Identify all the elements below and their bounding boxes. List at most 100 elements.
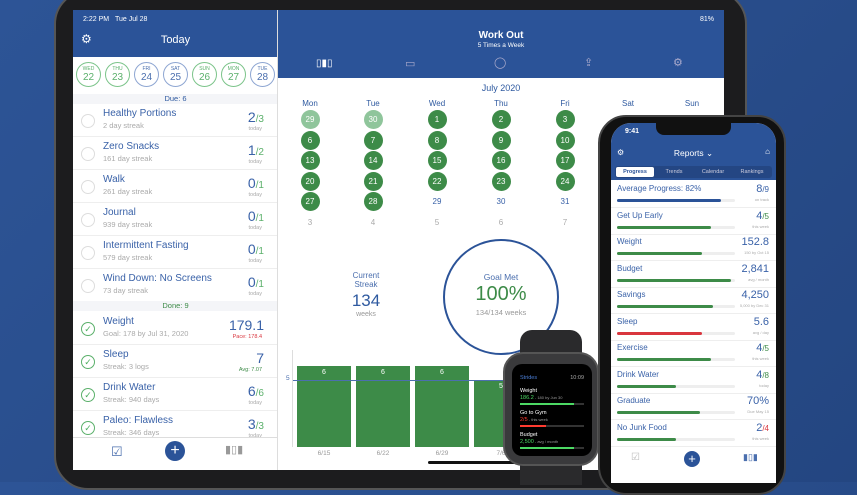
book-icon[interactable]: ▭ bbox=[405, 58, 416, 70]
calendar-day[interactable]: 31 bbox=[560, 197, 570, 206]
tab-progress[interactable]: Progress bbox=[616, 167, 654, 177]
chart-icon[interactable]: ▮▯▮ bbox=[225, 444, 244, 456]
habit-row[interactable]: Intermittent Fasting 579 day streak 0/1 tod… bbox=[73, 236, 277, 269]
calendar-day[interactable]: 7 bbox=[562, 217, 568, 227]
calendar-day[interactable]: 3 bbox=[307, 217, 313, 227]
value-count: 6 bbox=[247, 383, 256, 399]
date-chip[interactable]: SUN 26 bbox=[192, 62, 217, 87]
calendar-day[interactable]: 30 bbox=[496, 197, 506, 206]
calendar-day[interactable]: 20 bbox=[300, 171, 320, 191]
date-chip[interactable]: SAT 25 bbox=[163, 62, 188, 87]
habit-row[interactable]: Wind Down: No Screens 73 day streak 0/1 tod… bbox=[73, 269, 277, 302]
calendar-day[interactable]: 28 bbox=[363, 192, 383, 211]
checkbox-icon[interactable] bbox=[81, 114, 95, 128]
checked-icon[interactable]: ✓ bbox=[81, 355, 95, 369]
calendar-day[interactable]: 21 bbox=[363, 171, 383, 191]
value-unit: today bbox=[248, 291, 262, 297]
calendar-day[interactable]: 2 bbox=[491, 110, 511, 129]
report-row[interactable]: Savings 4,250 5,000 by Dec 31 bbox=[611, 287, 776, 314]
report-row[interactable]: Average Progress: 82% 8/9 on track bbox=[611, 181, 776, 208]
bar[interactable]: 6 bbox=[356, 366, 410, 447]
calendar-day[interactable]: 30 bbox=[363, 110, 383, 129]
date-chip[interactable]: MON 27 bbox=[221, 62, 246, 87]
checked-icon[interactable]: ✓ bbox=[81, 421, 95, 435]
tag-icon[interactable]: ⌂ bbox=[765, 147, 770, 156]
bar[interactable]: 6 bbox=[297, 366, 351, 447]
bar[interactable]: 6 bbox=[415, 366, 469, 447]
calendar-day[interactable]: 27 bbox=[300, 192, 320, 211]
tab-rankings[interactable]: Rankings bbox=[740, 169, 764, 175]
value: 2/5 bbox=[520, 417, 528, 423]
watch-item-title: Budget bbox=[520, 432, 538, 438]
calendar-day[interactable]: 29 bbox=[432, 197, 442, 206]
habit-row[interactable]: ✓ Drink Water Streak: 940 days 6/6 today bbox=[73, 378, 277, 411]
calendar-day[interactable]: 6 bbox=[498, 217, 504, 227]
tab-calendar[interactable]: Calendar bbox=[701, 169, 725, 175]
share-icon[interactable]: ⇪ bbox=[584, 57, 594, 69]
date-chip[interactable]: FRI 24 bbox=[134, 62, 159, 87]
comment-icon[interactable]: ◯ bbox=[494, 57, 507, 69]
checkbox-icon[interactable] bbox=[81, 279, 95, 293]
habit-row[interactable]: Walk 261 day streak 0/1 today bbox=[73, 170, 277, 203]
report-row[interactable]: Drink Water 4/8 today bbox=[611, 367, 776, 394]
checkbox-icon[interactable] bbox=[81, 213, 95, 227]
calendar-day[interactable]: 6 bbox=[300, 130, 320, 150]
calendar-day[interactable]: 22 bbox=[427, 171, 447, 191]
report-name: Sleep bbox=[617, 316, 638, 326]
gear-icon[interactable]: ⚙ bbox=[617, 148, 625, 157]
report-row[interactable]: Budget 2,841 avg / month bbox=[611, 261, 776, 288]
calendar-day[interactable]: 24 bbox=[555, 171, 575, 191]
goal-line bbox=[292, 379, 622, 381]
report-row[interactable]: Sleep 5.6 avg / day bbox=[611, 314, 776, 341]
date-chip[interactable]: THU 23 bbox=[105, 62, 130, 87]
report-row[interactable]: No Junk Food 2/4 this week bbox=[611, 420, 776, 447]
calendar-day[interactable]: 10 bbox=[555, 130, 575, 150]
habit-row[interactable]: Healthy Portions 2 day streak 2/3 today bbox=[73, 104, 277, 137]
checked-icon[interactable]: ✓ bbox=[81, 388, 95, 402]
report-row[interactable]: Graduate 70% Due May 15 bbox=[611, 393, 776, 420]
calendar-day[interactable]: 9 bbox=[491, 130, 511, 150]
calendar-day[interactable]: 13 bbox=[300, 151, 320, 170]
checkbox-icon[interactable] bbox=[81, 246, 95, 260]
add-icon[interactable]: + bbox=[165, 441, 185, 461]
checkbox-icon[interactable] bbox=[81, 147, 95, 161]
calendar-day[interactable]: 4 bbox=[370, 217, 376, 227]
habit-subtitle: 5 Times a Week bbox=[477, 42, 525, 49]
calendar-day[interactable]: 16 bbox=[491, 151, 511, 170]
calendar-day[interactable]: 5 bbox=[434, 217, 440, 227]
progress-fill bbox=[617, 331, 702, 335]
report-unit: 5,000 by Dec 31 bbox=[739, 303, 769, 308]
checked-icon[interactable]: ✓ bbox=[81, 322, 95, 336]
report-row[interactable]: Exercise 4/5 this week bbox=[611, 340, 776, 367]
add-icon[interactable]: + bbox=[684, 451, 700, 467]
date-chip[interactable]: TUE 28 bbox=[250, 62, 275, 87]
habit-row[interactable]: ✓ Sleep Streak: 3 logs 7 Avg: 7.07 bbox=[73, 345, 277, 378]
tab-trends[interactable]: Trends bbox=[665, 169, 683, 175]
checkbox-icon[interactable]: ☑ bbox=[111, 444, 123, 459]
value: 2,841 bbox=[741, 262, 769, 275]
gear-icon[interactable]: ⚙ bbox=[81, 32, 92, 46]
habit-row[interactable]: Journal 939 day streak 0/1 today bbox=[73, 203, 277, 236]
checkbox-icon[interactable] bbox=[81, 180, 95, 194]
calendar-day[interactable]: 8 bbox=[427, 130, 447, 150]
calendar-day[interactable]: 14 bbox=[363, 151, 383, 170]
calendar-day[interactable]: 29 bbox=[300, 110, 320, 129]
chart-icon[interactable]: ▮▯▮ bbox=[743, 452, 758, 462]
calendar-day[interactable]: 17 bbox=[555, 151, 575, 170]
calendar-day[interactable]: 23 bbox=[491, 171, 511, 191]
report-row[interactable]: Weight 152.8 150 by Oct 15 bbox=[611, 234, 776, 261]
reports-title[interactable]: Reports ⌄ bbox=[673, 148, 714, 158]
gear-icon[interactable]: ⚙ bbox=[673, 57, 683, 69]
value-unit: Avg: 7.07 bbox=[238, 367, 262, 373]
date-chip[interactable]: WED 22 bbox=[76, 62, 101, 87]
calendar-day[interactable]: 1 bbox=[427, 110, 447, 129]
checkbox-icon[interactable]: ☑ bbox=[631, 452, 640, 463]
calendar-day[interactable]: 7 bbox=[363, 130, 383, 150]
chart-icon[interactable]: ▯▮▯ bbox=[316, 58, 333, 69]
habit-row[interactable]: ✓ Weight Goal: 178 by Jul 31, 2020 179.1 Pac… bbox=[73, 312, 277, 345]
report-row[interactable]: Get Up Early 4/5 this week bbox=[611, 208, 776, 235]
habit-row[interactable]: Zero Snacks 161 day streak 1/2 today bbox=[73, 137, 277, 170]
calendar-day[interactable]: 15 bbox=[427, 151, 447, 170]
report-name: Savings bbox=[617, 290, 646, 299]
calendar-day[interactable]: 3 bbox=[555, 110, 575, 129]
